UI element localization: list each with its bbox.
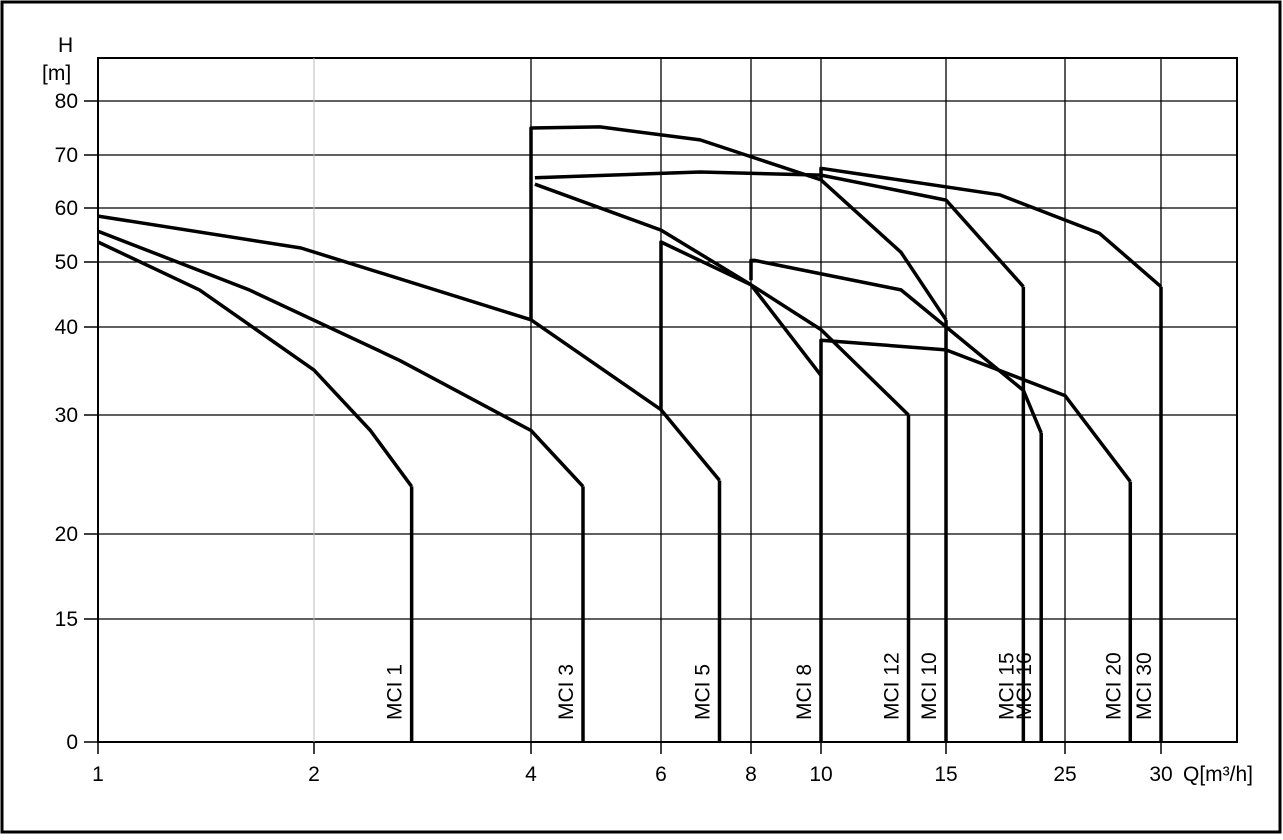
curve-label: MCI 15 (995, 652, 1018, 720)
y-axis-unit: [m] (42, 62, 71, 85)
pump-curve (749, 258, 1043, 434)
y-tick-label: 15 (55, 608, 78, 631)
y-tick-label: 80 (55, 90, 78, 113)
pump-curve (97, 229, 585, 488)
curve-label: MCI 5 (692, 664, 715, 720)
curve-label: MCI 12 (881, 652, 904, 720)
curve-label: MCI 8 (793, 664, 816, 720)
y-tick-label: 40 (55, 316, 78, 339)
x-tick-label: 8 (745, 763, 757, 786)
y-tick-label: 70 (55, 144, 78, 167)
curve-label: MCI 30 (1133, 652, 1156, 720)
y-tick-label: 20 (55, 523, 78, 546)
pump-curve (97, 214, 721, 482)
y-tick-label: 30 (55, 404, 78, 427)
x-tick-label: 30 (1149, 763, 1172, 786)
x-tick-label: 15 (934, 763, 957, 786)
pump-curve (819, 166, 1163, 289)
y-tick-label: 50 (55, 251, 78, 274)
x-tick-label: 4 (525, 763, 537, 786)
x-axis-label: Q[m³/h] (1183, 763, 1253, 786)
curve-label: MCI 20 (1102, 652, 1125, 720)
curve-label: MCI 1 (384, 664, 407, 720)
pump-curve (659, 240, 823, 410)
y-tick-label: 0 (66, 731, 78, 754)
plot-frame (97, 57, 1238, 743)
y-axis-label: H (58, 34, 73, 57)
pump-curve (534, 182, 910, 417)
y-tick-label: 60 (55, 197, 78, 220)
x-tick-label: 10 (809, 763, 832, 786)
x-tick-label: 6 (655, 763, 667, 786)
curve-label: MCI 3 (555, 664, 578, 720)
curve-label: MCI 16 (1013, 652, 1036, 720)
curve-label: MCI 10 (918, 652, 941, 720)
pump-curve (529, 125, 948, 321)
x-tick-label: 25 (1053, 763, 1076, 786)
x-tick-label: 1 (92, 763, 104, 786)
x-tick-label: 2 (308, 763, 320, 786)
pump-curve (97, 240, 414, 488)
pump-curve (819, 338, 1132, 483)
